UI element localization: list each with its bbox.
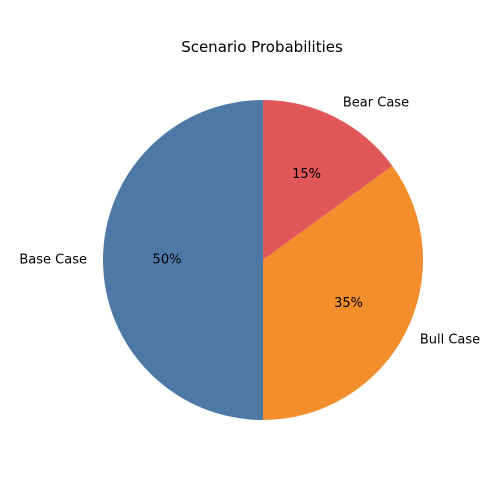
chart-title: Scenario Probabilities [181, 38, 343, 56]
labels-layer: Bear Case 15% Bull Case 35% Base Case 50% [19, 96, 480, 348]
slice-label-bull-case: Bull Case [420, 332, 480, 347]
slice-pct-bull-case: 35% [334, 296, 363, 311]
slice-pct-base-case: 50% [153, 253, 182, 268]
pie-slice-bear-case [263, 100, 393, 260]
slices-layer [103, 100, 424, 420]
slice-label-bear-case: Bear Case [343, 96, 409, 111]
pie-slice-base-case [103, 100, 263, 420]
pie-slice-bull-case [263, 165, 424, 420]
slice-pct-bear-case: 15% [292, 167, 321, 182]
slice-label-base-case: Base Case [19, 253, 87, 268]
